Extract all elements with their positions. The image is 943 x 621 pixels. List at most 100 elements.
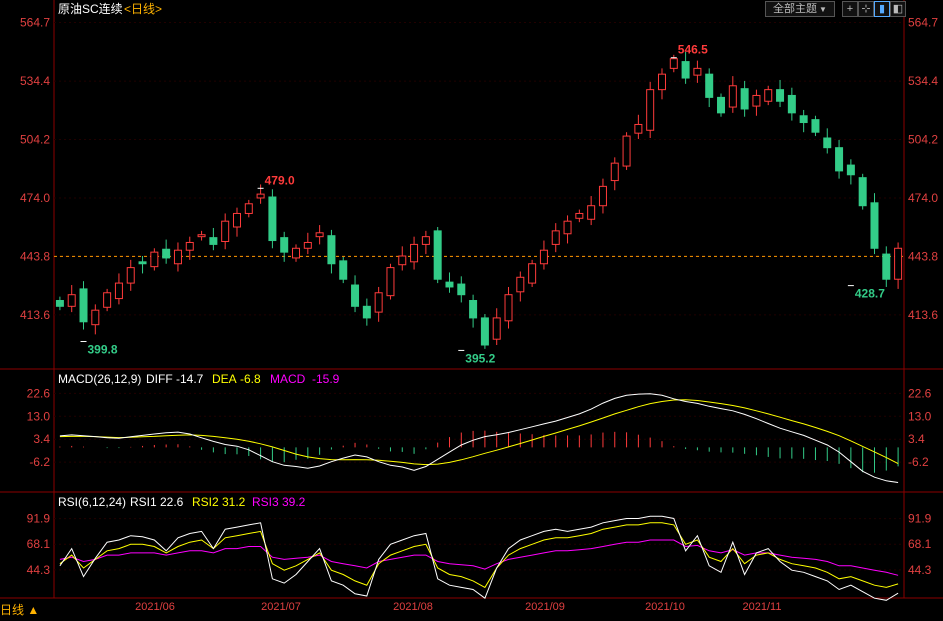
candle-down [776, 89, 785, 102]
candle-down [717, 96, 726, 114]
candle-down [339, 260, 348, 280]
candle-up [634, 123, 643, 134]
macd-dea-name: DEA [212, 372, 237, 386]
rsi1-line [59, 515, 899, 601]
crosshair-icon[interactable]: + [842, 1, 858, 17]
candle-up [67, 294, 76, 307]
candle-up [492, 317, 501, 340]
price-annotation: 395.2 [465, 351, 495, 365]
macd-tick-right: 13.0 [908, 409, 932, 423]
candle-up [256, 193, 265, 199]
price-tick-left: 413.6 [20, 308, 50, 322]
candle-up [292, 247, 301, 259]
price-tick-right: 443.8 [908, 249, 938, 263]
candle-up [575, 212, 584, 219]
candle-down [882, 253, 891, 280]
candle-down [858, 177, 867, 207]
candle-up [894, 247, 903, 280]
macd-tick-left: 3.4 [33, 432, 50, 446]
candle-up [173, 249, 182, 265]
candle-down [799, 115, 808, 124]
macd-tick-left: 13.0 [27, 409, 51, 423]
rsi1-value: 22.6 [160, 495, 184, 509]
candle-up [374, 292, 383, 313]
candle-up [598, 185, 607, 207]
candle-down [362, 305, 371, 319]
candle-down [846, 164, 855, 176]
period-tab[interactable]: 日线 ▲ [0, 603, 39, 617]
price-annotation: 428.7 [855, 287, 885, 301]
move-icon[interactable]: ⊹ [858, 1, 874, 17]
candle-down [457, 283, 466, 296]
candle-up [516, 276, 525, 293]
candle-up [421, 236, 430, 245]
date-tick-label: 2021/10 [645, 601, 685, 613]
price-tick-right: 474.0 [908, 191, 938, 205]
candle-down [268, 196, 277, 242]
macd-title: MACD(26,12,9) [58, 372, 141, 386]
candle-down [823, 137, 832, 149]
candle-down [480, 317, 489, 346]
panel-icon[interactable]: ◧ [890, 1, 906, 17]
candle-down [55, 300, 64, 307]
candle-down [740, 88, 749, 110]
candle-up [232, 212, 241, 228]
rsi-tick-right: 91.9 [908, 512, 932, 526]
macd-tick-left: -6.2 [29, 455, 50, 469]
theme-dropdown[interactable]: 全部主题 ▼ [765, 1, 835, 17]
rsi2-value: 31.2 [222, 495, 246, 509]
candle-up [764, 89, 773, 102]
macd-dif-line [59, 393, 899, 483]
candle-up [622, 135, 631, 167]
candle-down [445, 281, 454, 288]
candle-up [728, 85, 737, 108]
candle-down [79, 288, 88, 323]
period-label: <日线> [124, 2, 162, 16]
candle-up [669, 58, 678, 69]
rsi1-name: RSI1 [130, 495, 157, 509]
rsi-tick-left: 91.9 [27, 512, 51, 526]
price-tick-left: 504.2 [20, 133, 50, 147]
candle-down [705, 73, 714, 98]
date-tick-label: 2021/09 [525, 601, 565, 613]
macd-dea-line [59, 399, 899, 466]
layout-icon[interactable]: ▮ [874, 1, 890, 17]
theme-dropdown-label: 全部主题 [773, 3, 818, 15]
price-tick-left: 474.0 [20, 191, 50, 205]
candle-down [787, 94, 796, 114]
candle-down [681, 61, 690, 79]
candle-down [351, 284, 360, 307]
macd-tick-right: 22.6 [908, 386, 932, 400]
candle-up [126, 267, 135, 284]
price-tick-left: 443.8 [20, 249, 50, 263]
candle-up [185, 241, 194, 251]
date-tick-label: 2021/08 [393, 601, 433, 613]
date-tick-label: 2021/06 [135, 601, 175, 613]
rsi2-line [59, 522, 899, 589]
macd-tick-right: 3.4 [908, 432, 925, 446]
macd-tick-right: -6.2 [908, 455, 929, 469]
candle-up [528, 263, 537, 284]
candle-down [835, 147, 844, 172]
candle-up [657, 73, 666, 91]
candle-down [162, 248, 171, 259]
candle-up [752, 94, 761, 107]
rsi-tick-right: 44.3 [908, 563, 932, 577]
candle-up [551, 230, 560, 245]
candle-up [646, 89, 655, 131]
candle-up [563, 220, 572, 235]
rsi-tick-right: 68.1 [908, 537, 932, 551]
candle-down [469, 300, 478, 319]
candle-up [103, 292, 112, 308]
price-tick-right: 504.2 [908, 133, 938, 147]
instrument-name: 原油SC连续 [58, 1, 123, 16]
candle-down [138, 261, 147, 265]
macd-dea-value: -6.8 [240, 372, 261, 386]
rsi3-name: RSI3 [252, 495, 279, 509]
rsi-tick-left: 68.1 [27, 537, 51, 551]
rsi2-name: RSI2 [192, 495, 219, 509]
candle-up [610, 162, 619, 182]
candle-up [386, 267, 395, 297]
rsi-title: RSI(6,12,24) [58, 495, 126, 509]
